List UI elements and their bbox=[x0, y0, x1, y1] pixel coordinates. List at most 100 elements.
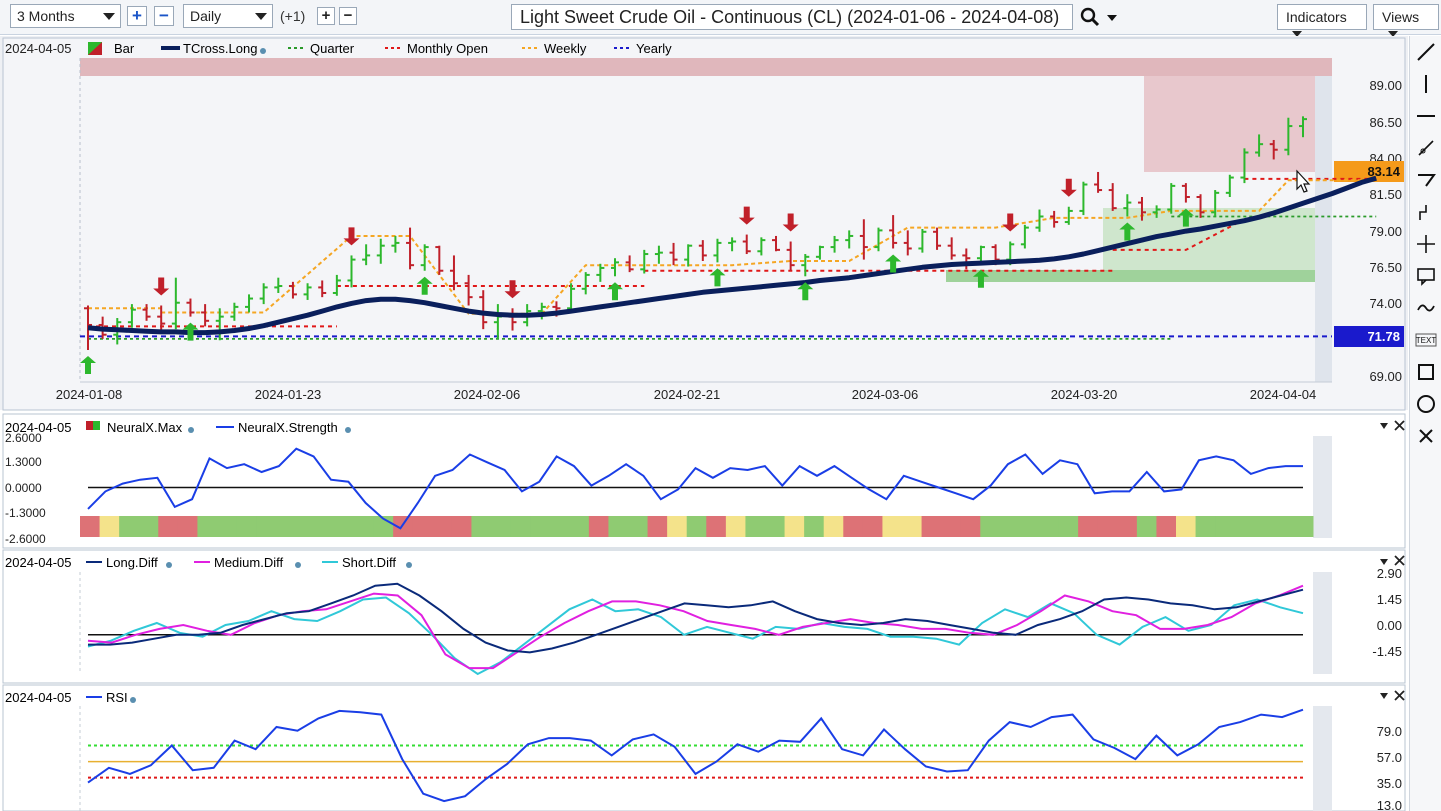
sell-arrow-icon bbox=[782, 213, 799, 232]
neurax-max-bar bbox=[491, 516, 512, 537]
diff-tick-0: 0.00 bbox=[1377, 618, 1402, 633]
buy-arrow-icon bbox=[606, 282, 623, 301]
neurax-max-bar bbox=[432, 516, 453, 537]
buy-arrow-icon bbox=[1177, 208, 1194, 227]
date-tick-0404: 2024-04-04 bbox=[1250, 387, 1317, 402]
last-price-tag bbox=[1334, 161, 1404, 182]
vertical-line-tool-icon[interactable] bbox=[1414, 72, 1438, 96]
views-label: Views bbox=[1382, 9, 1420, 25]
plus-icon: + bbox=[132, 6, 142, 25]
date-tick-0221: 2024-02-21 bbox=[654, 387, 721, 402]
buy-arrow-icon bbox=[972, 269, 989, 288]
symbol-title: Light Sweet Crude Oil - Continuous (CL) … bbox=[520, 7, 1060, 27]
tcross-long-line bbox=[87, 175, 1377, 336]
horizontal-line-tool-icon[interactable] bbox=[1414, 104, 1438, 128]
indicators-button[interactable]: Indicators bbox=[1277, 4, 1367, 38]
step-line-tool-icon[interactable] bbox=[1414, 200, 1438, 224]
neurax-max-bar bbox=[569, 516, 590, 537]
curve-tool-icon[interactable] bbox=[1414, 296, 1438, 320]
interval-select-value: Daily bbox=[190, 8, 222, 24]
date-tick-0206: 2024-02-06 bbox=[454, 387, 521, 402]
neurax-max-bar bbox=[80, 516, 101, 537]
chevron-down-icon bbox=[103, 13, 115, 20]
neurax-max-bar bbox=[745, 516, 766, 537]
interval-select[interactable]: Daily bbox=[183, 4, 273, 28]
price-series-layer bbox=[80, 116, 1377, 375]
neurax-max-bar bbox=[295, 516, 316, 537]
price-tick-74: 74.00 bbox=[1369, 296, 1402, 311]
resistance-zone bbox=[1144, 76, 1332, 172]
delete-drawings-icon[interactable] bbox=[1414, 424, 1438, 448]
legend-medium-diff: Medium.Diff bbox=[214, 555, 284, 570]
neurax-max-bar bbox=[1176, 516, 1197, 537]
date-tick-0123: 2024-01-23 bbox=[255, 387, 322, 402]
diff-tick-2-9: 2.90 bbox=[1377, 566, 1402, 581]
legend-neurax-max: NeuralX.Max bbox=[107, 420, 183, 435]
legend-dot-icon bbox=[188, 427, 194, 433]
rsi-tick-35: 35.0 bbox=[1377, 776, 1402, 791]
range-select[interactable]: 3 Months bbox=[10, 4, 121, 28]
neurax-max-bar bbox=[334, 516, 355, 537]
neurax-max-bar bbox=[217, 516, 238, 537]
step-minus-button[interactable]: − bbox=[339, 7, 357, 25]
rsi-panel-frame bbox=[2, 684, 1406, 811]
offset-label: (+1) bbox=[280, 8, 306, 24]
close-panel-icon[interactable] bbox=[1394, 690, 1405, 701]
neurax-max-bar bbox=[197, 516, 218, 537]
crosshair-tool-icon[interactable] bbox=[1414, 232, 1438, 256]
neurax-max-swatch-green bbox=[93, 421, 100, 430]
neurax-max-bar bbox=[1156, 516, 1177, 537]
neurax-max-bar bbox=[1097, 516, 1118, 537]
chart-area[interactable]: 2024-04-05 Bar TCross.Long Quarter Month… bbox=[0, 0, 1408, 811]
neurax-max-bar bbox=[921, 516, 942, 537]
minus-icon: − bbox=[159, 6, 169, 25]
neurax-tick-m1-3: -1.3000 bbox=[5, 506, 46, 520]
neurax-max-bar bbox=[158, 516, 179, 537]
neurax-max-bar bbox=[119, 516, 140, 537]
collapse-panel-icon[interactable] bbox=[1380, 559, 1388, 565]
neurax-max-bar bbox=[549, 516, 570, 537]
neurax-max-bar bbox=[256, 516, 277, 537]
collapse-panel-icon[interactable] bbox=[1380, 693, 1388, 699]
comment-tool-icon[interactable] bbox=[1414, 264, 1438, 288]
ray-tool-icon[interactable] bbox=[1414, 136, 1438, 160]
last-price-value: 83.14 bbox=[1367, 164, 1400, 179]
diff-date-label: 2024-04-05 bbox=[5, 555, 72, 570]
legend-quarter: Quarter bbox=[310, 41, 355, 56]
rectangle-tool-icon[interactable] bbox=[1414, 360, 1438, 384]
search-button[interactable] bbox=[1080, 6, 1120, 28]
neurax-max-bar bbox=[647, 516, 668, 537]
price-tick-81-5: 81.50 bbox=[1369, 187, 1402, 202]
diff-panel-frame bbox=[2, 549, 1406, 684]
close-panel-icon[interactable] bbox=[1394, 555, 1405, 566]
legend-long-diff: Long.Diff bbox=[106, 555, 158, 570]
plus-icon: + bbox=[321, 7, 331, 24]
step-plus-button[interactable]: + bbox=[317, 7, 335, 25]
neurax-max-bar bbox=[980, 516, 1001, 537]
price-tick-79: 79.00 bbox=[1369, 224, 1402, 239]
buy-arrow-icon bbox=[709, 268, 726, 287]
trend-line-tool-icon[interactable] bbox=[1414, 40, 1438, 64]
views-button[interactable]: Views bbox=[1373, 4, 1439, 38]
mouse-cursor-icon bbox=[1296, 169, 1311, 193]
fibonacci-tool-icon[interactable] bbox=[1414, 168, 1438, 192]
neurax-max-bar bbox=[862, 516, 883, 537]
symbol-title-field[interactable]: Light Sweet Crude Oil - Continuous (CL) … bbox=[511, 4, 1073, 30]
future-area bbox=[1315, 76, 1332, 382]
date-tick-0306: 2024-03-06 bbox=[852, 387, 919, 402]
close-panel-icon[interactable] bbox=[1394, 420, 1405, 431]
collapse-panel-icon[interactable] bbox=[1380, 423, 1388, 429]
text-tool-icon[interactable]: TEXT bbox=[1414, 328, 1438, 352]
ellipse-tool-icon[interactable] bbox=[1414, 392, 1438, 416]
neurax-max-bar bbox=[1078, 516, 1099, 537]
neurax-max-bar bbox=[354, 516, 375, 537]
zoom-in-button[interactable]: + bbox=[127, 6, 147, 26]
neurax-max-bar bbox=[667, 516, 688, 537]
neurax-max-bar bbox=[902, 516, 923, 537]
neurax-max-bar bbox=[412, 516, 433, 537]
rsi-tick-13: 13.0 bbox=[1377, 798, 1402, 811]
zoom-out-button[interactable]: − bbox=[154, 6, 174, 26]
legend-monthly: Monthly Open bbox=[407, 41, 488, 56]
legend-dot-icon bbox=[166, 562, 172, 568]
rsi-tick-79: 79.0 bbox=[1377, 724, 1402, 739]
